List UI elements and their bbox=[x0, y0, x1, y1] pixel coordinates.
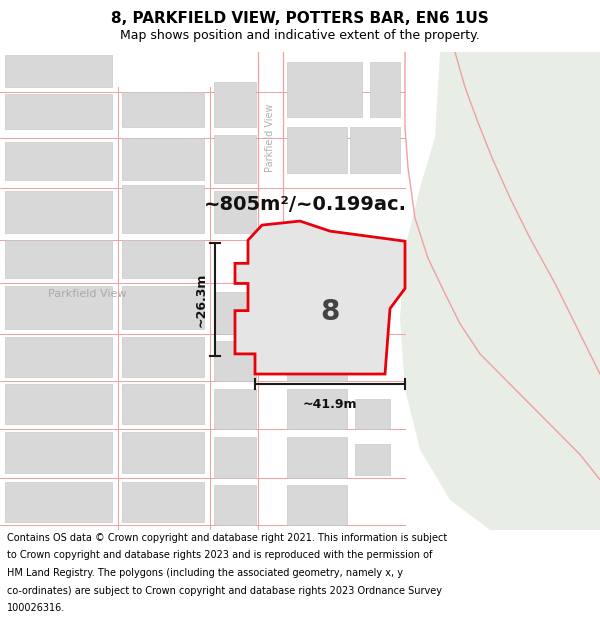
Bar bbox=[122, 337, 204, 377]
Bar bbox=[350, 127, 400, 172]
Text: ~41.9m: ~41.9m bbox=[303, 398, 357, 411]
Bar bbox=[5, 94, 112, 129]
Bar bbox=[5, 240, 112, 278]
Text: Contains OS data © Crown copyright and database right 2021. This information is : Contains OS data © Crown copyright and d… bbox=[7, 533, 448, 543]
Bar bbox=[122, 138, 204, 180]
Bar bbox=[5, 141, 112, 180]
Text: ~26.3m: ~26.3m bbox=[195, 272, 208, 327]
Bar bbox=[122, 384, 204, 424]
Text: Map shows position and indicative extent of the property.: Map shows position and indicative extent… bbox=[120, 29, 480, 42]
Bar bbox=[5, 432, 112, 472]
Text: co-ordinates) are subject to Crown copyright and database rights 2023 Ordnance S: co-ordinates) are subject to Crown copyr… bbox=[7, 586, 442, 596]
Polygon shape bbox=[235, 221, 405, 374]
Text: ~805m²/~0.199ac.: ~805m²/~0.199ac. bbox=[203, 196, 407, 214]
Text: HM Land Registry. The polygons (including the associated geometry, namely x, y: HM Land Registry. The polygons (includin… bbox=[7, 568, 403, 578]
Bar bbox=[287, 438, 347, 478]
Bar bbox=[214, 389, 256, 429]
Bar bbox=[287, 127, 347, 172]
Polygon shape bbox=[400, 52, 600, 530]
Bar bbox=[287, 485, 347, 525]
Bar bbox=[122, 185, 204, 233]
Bar bbox=[214, 134, 256, 183]
Bar bbox=[122, 92, 204, 128]
Bar bbox=[122, 286, 204, 329]
Bar bbox=[214, 191, 256, 233]
Bar bbox=[5, 286, 112, 329]
Bar bbox=[5, 55, 112, 88]
Text: to Crown copyright and database rights 2023 and is reproduced with the permissio: to Crown copyright and database rights 2… bbox=[7, 551, 433, 561]
Bar bbox=[122, 432, 204, 472]
Bar bbox=[122, 240, 204, 278]
Text: Parkfield View: Parkfield View bbox=[48, 289, 126, 299]
Bar bbox=[355, 399, 390, 429]
Text: 100026316.: 100026316. bbox=[7, 603, 65, 613]
Bar bbox=[370, 62, 400, 118]
Bar bbox=[214, 82, 256, 127]
Bar bbox=[287, 291, 347, 334]
Bar bbox=[5, 384, 112, 424]
Bar bbox=[214, 485, 256, 525]
Text: 8: 8 bbox=[320, 298, 340, 326]
Bar bbox=[214, 341, 256, 381]
Bar bbox=[287, 341, 347, 381]
Bar bbox=[5, 482, 112, 522]
Bar bbox=[5, 191, 112, 233]
Text: 8, PARKFIELD VIEW, POTTERS BAR, EN6 1US: 8, PARKFIELD VIEW, POTTERS BAR, EN6 1US bbox=[111, 11, 489, 26]
Bar bbox=[5, 337, 112, 377]
Bar bbox=[355, 444, 390, 474]
Bar bbox=[287, 62, 362, 118]
Text: Parkfield View: Parkfield View bbox=[265, 103, 275, 172]
Bar bbox=[214, 291, 256, 334]
Bar bbox=[122, 482, 204, 522]
Bar bbox=[214, 438, 256, 478]
Bar bbox=[287, 389, 347, 429]
